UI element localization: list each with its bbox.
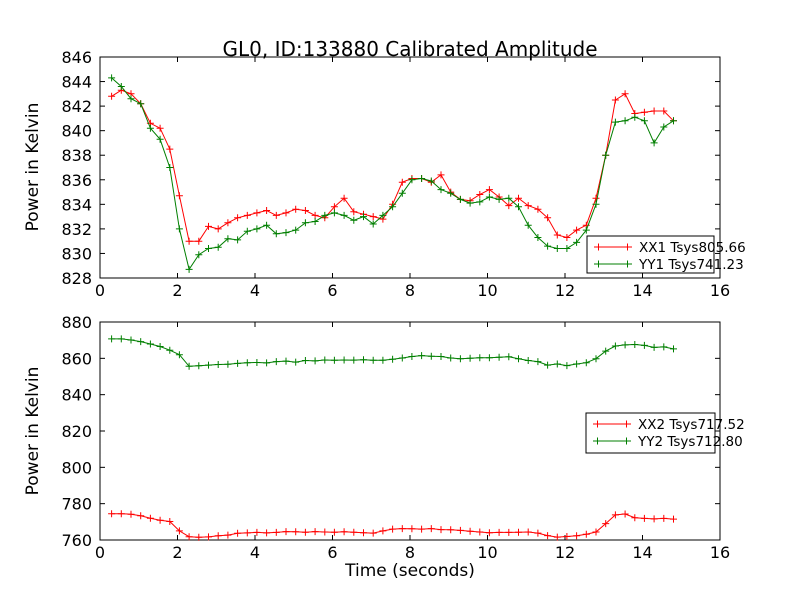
legend-plus-marker-icon (595, 260, 631, 268)
x-tick-label: 8 (405, 543, 415, 562)
y-axis-label-top: Power in Kelvin (23, 102, 43, 232)
bottom-plot-series-xx2 (108, 510, 677, 541)
top-plot-series-xx1 (108, 86, 677, 245)
series-markers (108, 74, 677, 273)
x-tick-label: 0 (95, 281, 105, 300)
x-tick-label: 12 (555, 543, 575, 562)
x-tick-label: 10 (477, 281, 497, 300)
x-tick-label: 2 (172, 281, 182, 300)
legend-plus-marker-icon (594, 420, 630, 428)
x-tick-label: 14 (632, 281, 652, 300)
x-tick-label: 6 (327, 281, 337, 300)
series-line (111, 89, 674, 242)
y-tick-label: 860 (61, 349, 92, 368)
legend-entry-label: YY2 Tsys712.80 (637, 434, 743, 450)
legend-plus-marker-icon (594, 437, 630, 445)
x-tick-label: 4 (250, 281, 260, 300)
legend-plus-marker-icon (595, 243, 631, 251)
legend-entry-label: XX2 Tsys717.52 (638, 417, 745, 433)
x-axis-label: Time (seconds) (345, 561, 475, 581)
y-tick-label: 830 (61, 244, 92, 263)
y-axis-label-bottom: Power in Kelvin (23, 366, 43, 496)
y-tick-label: 828 (61, 269, 92, 288)
y-tick-label: 800 (61, 458, 92, 477)
x-tick-label: 12 (555, 281, 575, 300)
series-markers (108, 335, 677, 370)
series-markers (108, 86, 677, 245)
y-tick-label: 880 (61, 313, 92, 332)
y-tick-label: 840 (61, 386, 92, 405)
top-plot-x-ticks: 0 2 4 6 8 10 12 14 16 (95, 57, 730, 300)
x-tick-label: 16 (710, 281, 730, 300)
y-tick-label: 838 (61, 146, 92, 165)
x-tick-label: 8 (405, 281, 415, 300)
x-tick-label: 14 (632, 543, 652, 562)
y-tick-label: 842 (61, 97, 92, 116)
bottom-plot-series-yy2 (108, 335, 677, 370)
legend-entry-label: XX1 Tsys805.66 (639, 240, 746, 256)
y-tick-label: 844 (61, 73, 92, 92)
x-tick-label: 16 (710, 543, 730, 562)
x-tick-label: 4 (250, 543, 260, 562)
legend-entry-label: YY1 Tsys741.23 (638, 257, 744, 273)
x-tick-label: 10 (477, 543, 497, 562)
plot-title: GL0, ID:133880 Calibrated Amplitude (222, 37, 598, 61)
x-tick-label: 0 (95, 543, 105, 562)
y-tick-label: 832 (61, 220, 92, 239)
bottom-plot-y-ticks: 760 780 800 820 840 860 880 (61, 313, 720, 550)
x-tick-label: 6 (327, 543, 337, 562)
x-tick-label: 2 (172, 543, 182, 562)
top-plot: 0 2 4 6 8 10 12 14 16 828 830 832 834 836 838 840 842 844… (61, 48, 745, 300)
y-tick-label: 820 (61, 422, 92, 441)
top-plot-series-yy1 (108, 74, 677, 273)
series-markers (108, 510, 677, 541)
bottom-plot: 0 2 4 6 8 10 12 14 16 760 780 800 820 840 860 880 XX2 Ts… (61, 313, 744, 562)
legend-box (586, 235, 715, 274)
y-tick-label: 834 (61, 195, 92, 214)
y-tick-label: 840 (61, 122, 92, 141)
bottom-plot-x-ticks: 0 2 4 6 8 10 12 14 16 (95, 322, 730, 562)
y-tick-label: 760 (61, 531, 92, 550)
y-tick-label: 846 (61, 48, 92, 67)
top-plot-y-ticks: 828 830 832 834 836 838 840 842 844 846 (61, 48, 720, 288)
y-tick-label: 836 (61, 171, 92, 190)
legend-box (585, 412, 716, 454)
y-tick-label: 780 (61, 495, 92, 514)
